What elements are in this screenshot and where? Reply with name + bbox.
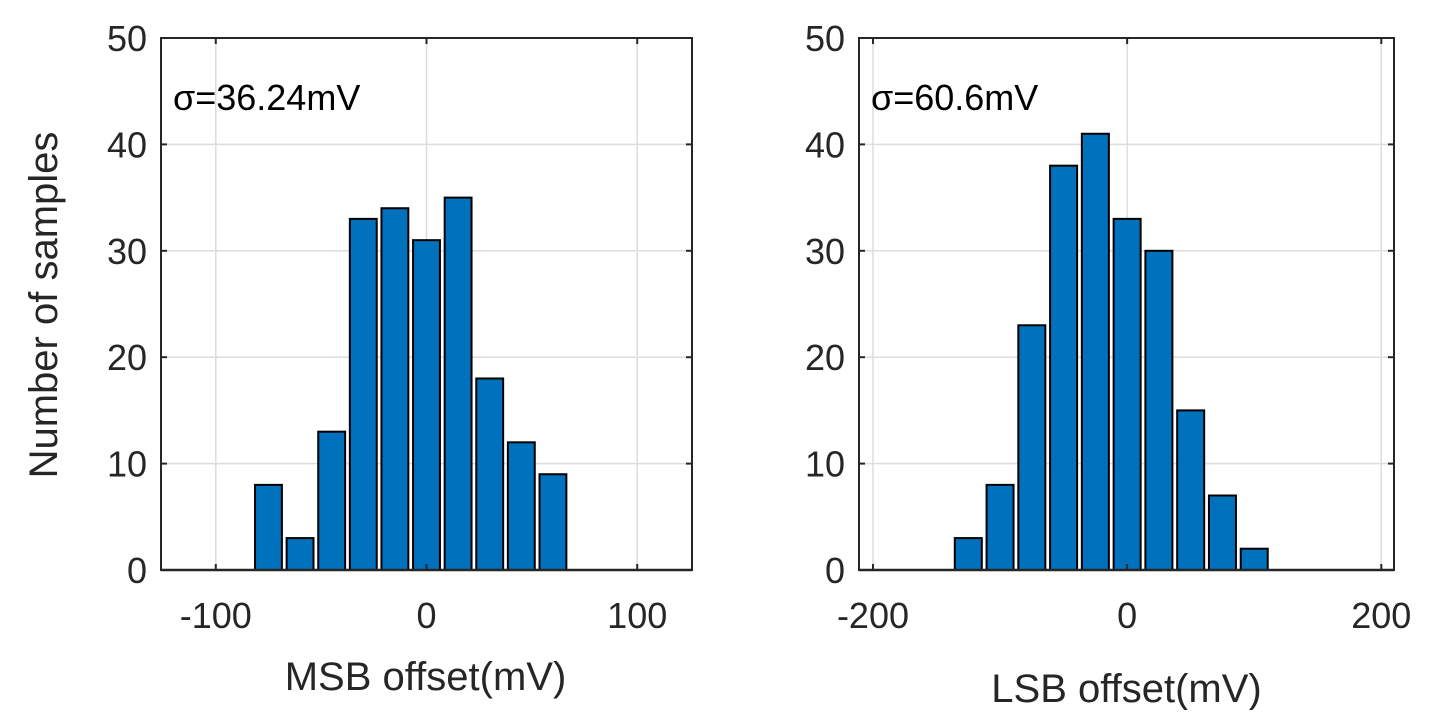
lsb-ytick-label: 20	[805, 337, 845, 378]
msb-xtick-label: -100	[180, 595, 252, 636]
msb-bar-3	[348, 217, 378, 571]
lsb-xtick-label: -200	[837, 595, 909, 636]
lsb-ytick-label: 30	[805, 231, 845, 272]
msb-bar-9	[538, 473, 568, 571]
msb-bar-2	[317, 430, 347, 571]
lsb-bar-8	[1207, 494, 1237, 571]
lsb-bar-9	[1239, 547, 1269, 571]
lsb-bar-1	[985, 483, 1015, 572]
lsb-bar-5	[1112, 217, 1142, 571]
msb-ytick-label: 0	[127, 550, 147, 591]
msb-bar-4	[380, 207, 410, 572]
msb-sigma-annotation: σ=36.24mV	[173, 77, 360, 118]
msb-ytick-label: 50	[107, 18, 147, 59]
lsb-bar-7	[1176, 409, 1206, 571]
lsb-bar-3	[1049, 164, 1079, 571]
lsb-bar-0	[953, 537, 983, 572]
msb-bar-8	[506, 441, 536, 572]
lsb-bar-2	[1017, 324, 1047, 571]
msb-bar-1	[285, 537, 315, 572]
msb-ytick-label: 20	[107, 337, 147, 378]
msb-bar-6	[443, 196, 473, 571]
msb-ytick-label: 10	[107, 444, 147, 485]
lsb-ytick-label: 0	[825, 550, 845, 591]
lsb-xtick-label: 200	[1351, 595, 1411, 636]
lsb-bar-4	[1080, 132, 1110, 571]
lsb-xtick-label: 0	[1117, 595, 1137, 636]
msb-x-axis-label: MSB offset(mV)	[285, 655, 567, 699]
lsb-x-axis-label: LSB offset(mV)	[991, 667, 1261, 710]
lsb-ytick-label: 10	[805, 444, 845, 485]
msb-ytick-label: 30	[107, 231, 147, 272]
msb-ytick-label: 40	[107, 124, 147, 165]
msb-bar-0	[254, 483, 283, 572]
msb-xtick-label: 100	[607, 595, 667, 636]
lsb-bar-6	[1144, 249, 1174, 572]
lsb-sigma-annotation: σ=60.6mV	[871, 77, 1038, 118]
msb-bar-7	[475, 377, 505, 572]
msb-bar-5	[412, 239, 441, 571]
lsb-ytick-label: 40	[805, 124, 845, 165]
y-axis-label: Number of samples	[22, 132, 66, 479]
lsb-ytick-label: 50	[805, 18, 845, 59]
msb-xtick-label: 0	[416, 595, 436, 636]
msb-offset-histogram: 0 10 20 30 40 50 -100 0 100 MSB offset(mV) σ=36.24…	[107, 18, 693, 699]
